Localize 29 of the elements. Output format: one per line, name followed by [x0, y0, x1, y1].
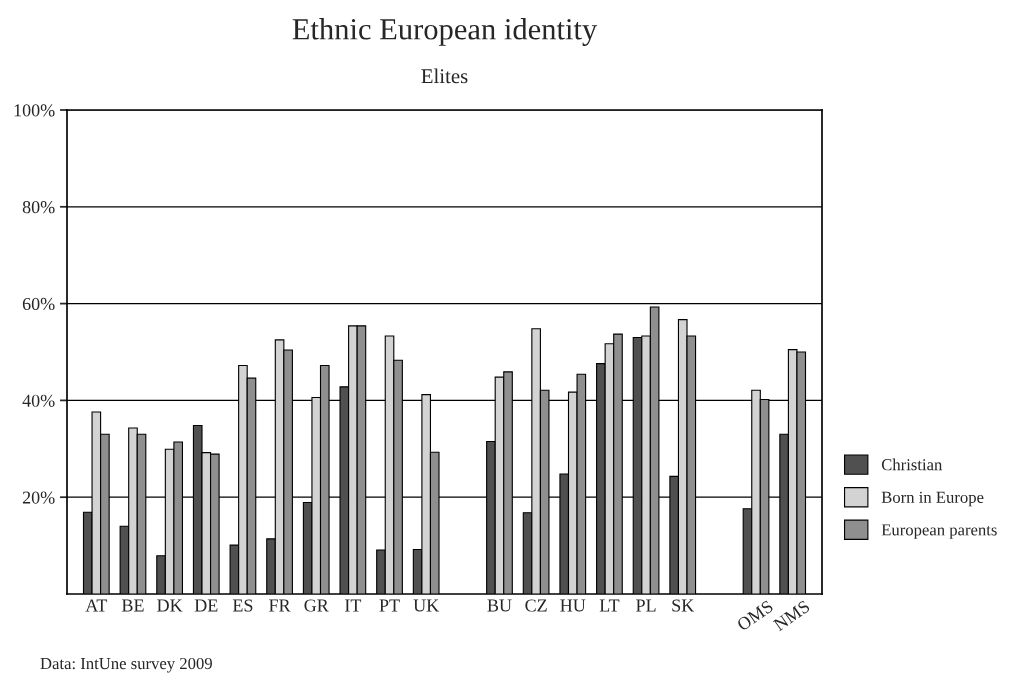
x-tick-label: GR — [304, 599, 329, 612]
x-tick-label: PL — [636, 599, 656, 612]
x-tick-label: PT — [379, 599, 400, 612]
y-tick-label: 80% — [22, 201, 55, 214]
y-tick-label: 20% — [22, 491, 55, 504]
x-tick-label: BE — [121, 599, 144, 612]
x-tick-label: NMS — [772, 599, 811, 632]
chart-title: Ethnic European identity — [292, 18, 598, 46]
x-tick-label: OMS — [736, 599, 774, 632]
x-tick-label: LT — [599, 599, 620, 612]
text: Data: IntUne survey 2009 — [40, 657, 212, 673]
legend-label: European parents — [881, 524, 997, 539]
y-tick-label: 40% — [22, 394, 55, 407]
y-tick-label: 100% — [14, 104, 55, 117]
chart-subtitle: Elites — [421, 68, 468, 84]
x-tick-label: AT — [85, 599, 108, 612]
x-tick-label: UK — [413, 599, 440, 612]
x-tick-label: ES — [232, 599, 253, 612]
x-tick-label: IT — [345, 599, 362, 612]
y-tick-label: 60% — [22, 297, 55, 311]
legend-label: Born in Europe — [881, 491, 984, 507]
x-tick-label: SK — [672, 599, 695, 612]
x-tick-label: FR — [269, 599, 291, 612]
legend-label: Christian — [881, 458, 943, 471]
x-tick-label: CZ — [525, 599, 547, 612]
x-tick-label: BU — [487, 599, 512, 612]
x-tick-label: DK — [157, 599, 183, 612]
x-tick-label: DE — [194, 599, 218, 612]
x-tick-label: HU — [560, 599, 586, 612]
